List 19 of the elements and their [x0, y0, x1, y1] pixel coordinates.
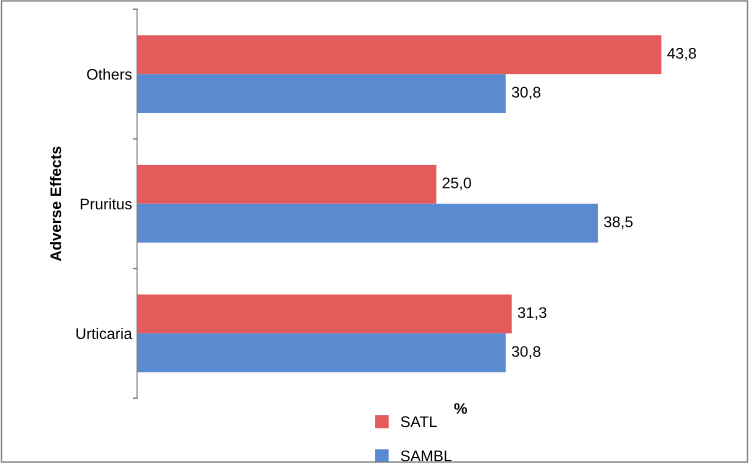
y-tick-label: Others [87, 68, 132, 80]
x-axis-title: % [454, 403, 468, 414]
legend-label: SAMBL [400, 450, 452, 462]
bar [137, 204, 598, 243]
bar [137, 74, 506, 113]
data-label: 25,0 [442, 178, 472, 190]
data-label: 43,8 [667, 48, 696, 61]
data-label: 31,3 [518, 307, 546, 320]
bar [137, 164, 436, 204]
y-tick-label: Pruritus [80, 198, 132, 210]
data-label: 38,5 [604, 216, 633, 230]
bar [137, 294, 512, 334]
bar [137, 35, 662, 74]
data-label: 30,8 [512, 86, 540, 100]
legend-label: SATL [400, 416, 437, 428]
y-tick-label: Urticaria [76, 328, 132, 340]
bar [137, 333, 506, 372]
y-axis-title: Adverse Effects [50, 146, 62, 262]
data-label: 30,8 [512, 346, 540, 359]
